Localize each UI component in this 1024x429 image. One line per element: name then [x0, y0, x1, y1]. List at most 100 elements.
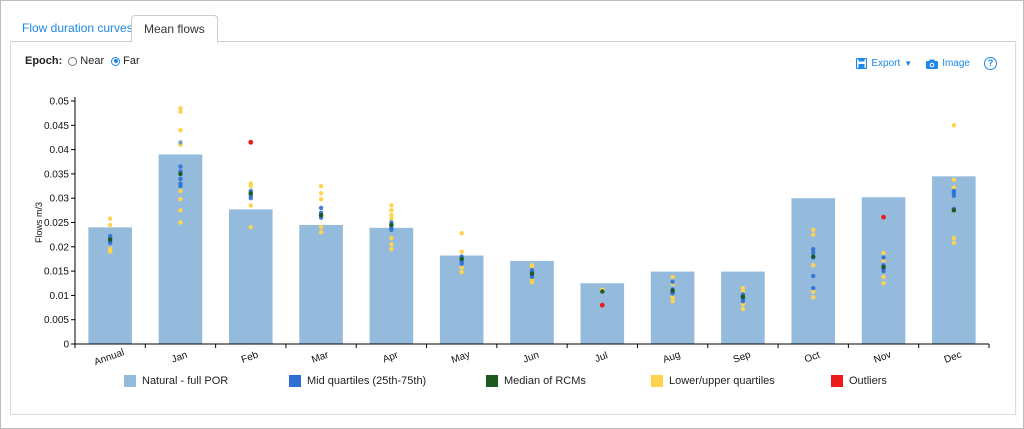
epoch-far-radio[interactable] [111, 56, 121, 66]
epoch-selector: Epoch: Near Far [25, 55, 147, 67]
quartile-point [248, 183, 253, 189]
quartile-point [389, 242, 394, 247]
x-tick-label: Oct [803, 350, 822, 366]
x-tick-label: Dec [943, 349, 963, 365]
legend-swatch [651, 375, 663, 387]
quartile-point [459, 230, 464, 236]
mid-quartile-point [951, 193, 957, 198]
chart-legend: Natural - full POR Mid quartiles (25th-75… [11, 375, 1015, 395]
bar-dec[interactable] [932, 176, 976, 344]
quartile-point [951, 177, 957, 182]
quartile-point [107, 216, 113, 221]
mid-quartile-point [811, 247, 816, 252]
quartile-point [318, 183, 324, 189]
mid-quartile-point [178, 176, 183, 181]
chart-toolbar: Export ▼ Image ? [842, 57, 997, 70]
quartile-point [740, 285, 746, 291]
y-tick-label: 0.04 [50, 145, 70, 156]
outlier-point [248, 139, 254, 145]
quartile-point [107, 249, 113, 254]
legend-item[interactable]: Lower/upper quartiles [651, 375, 775, 387]
legend-item[interactable]: Mid quartiles (25th-75th) [289, 375, 426, 387]
quartile-point [811, 289, 816, 294]
x-tick-label: Feb [240, 349, 260, 365]
bar-mar[interactable] [299, 224, 343, 344]
median-point [459, 256, 464, 262]
legend-swatch [124, 375, 136, 387]
tab-mean-flows[interactable]: Mean flows [131, 15, 218, 43]
x-tick-label: Apr [381, 350, 400, 366]
quartile-point [811, 295, 816, 300]
y-tick-label: 0.015 [44, 267, 69, 278]
outlier-point [881, 214, 886, 220]
x-tick-label: Nov [872, 349, 892, 365]
quartile-point [178, 208, 183, 213]
image-button[interactable]: Image [926, 58, 970, 69]
quartile-point [178, 220, 183, 225]
x-tick-label: Annual [93, 347, 126, 368]
legend-label: Lower/upper quartiles [669, 375, 775, 387]
quartile-point [881, 274, 886, 280]
image-label: Image [942, 58, 970, 69]
bar-feb[interactable] [228, 209, 273, 344]
median-point [881, 265, 886, 270]
y-tick-label: 0.025 [44, 218, 69, 229]
legend-label: Mid quartiles (25th-75th) [307, 375, 427, 387]
epoch-near-label[interactable]: Near [80, 55, 105, 67]
y-axis-label: Flows m/3 [34, 202, 44, 243]
bar-oct[interactable] [791, 198, 836, 344]
median-point [318, 213, 324, 218]
mid-quartile-point [881, 268, 886, 274]
quartile-point [389, 235, 394, 241]
quartile-point [670, 274, 675, 280]
export-button[interactable]: Export ▼ [856, 58, 912, 69]
y-tick-label: 0.05 [50, 97, 70, 108]
median-point [600, 289, 605, 294]
x-tick-label: May [450, 349, 472, 366]
y-tick-label: 0.01 [50, 291, 70, 302]
outlier-point [599, 302, 605, 308]
mid-quartile-point [248, 196, 253, 201]
quartile-point [811, 232, 816, 237]
export-label: Export [871, 58, 901, 69]
quartile-point [318, 225, 324, 230]
mid-quartile-point [178, 164, 183, 169]
mid-quartile-point [318, 205, 324, 211]
tab-flow-duration-curves[interactable]: Flow duration curves [22, 21, 133, 35]
y-tick-label: 0.02 [50, 242, 70, 253]
median-point [740, 294, 746, 300]
save-icon [856, 58, 868, 69]
quartile-point [811, 227, 816, 232]
epoch-near-radio[interactable] [68, 56, 78, 66]
legend-swatch [486, 375, 498, 387]
quartile-point [459, 265, 464, 270]
x-tick-label: Jan [170, 350, 189, 366]
caret-down-icon: ▼ [904, 59, 913, 68]
help-button[interactable]: ? [984, 57, 997, 70]
quartile-point [811, 263, 816, 268]
median-point [178, 171, 183, 177]
quartile-point [529, 280, 535, 285]
epoch-far-label[interactable]: Far [123, 55, 140, 67]
mid-quartile-point [107, 240, 113, 246]
quartile-point [951, 185, 957, 190]
quartile-point [318, 191, 324, 196]
median-point [107, 237, 113, 242]
y-tick-label: 0.03 [50, 194, 70, 205]
quartile-point [248, 225, 253, 230]
legend-label: Natural - full POR [142, 375, 229, 387]
quartile-point [178, 106, 183, 111]
quartile-point [389, 216, 394, 221]
mid-quartile-point [178, 140, 183, 145]
quartile-point [951, 123, 957, 128]
mid-quartile-point [811, 285, 816, 291]
x-tick-label: Sep [732, 349, 753, 366]
legend-item[interactable]: Natural - full POR [124, 375, 228, 387]
legend-item[interactable]: Median of RCMs [486, 375, 586, 387]
legend-item[interactable]: Outliers [831, 375, 887, 387]
x-tick-label: Jul [594, 350, 610, 365]
quartile-point [178, 196, 183, 202]
legend-label: Outliers [849, 375, 887, 387]
quartile-point [951, 240, 957, 246]
